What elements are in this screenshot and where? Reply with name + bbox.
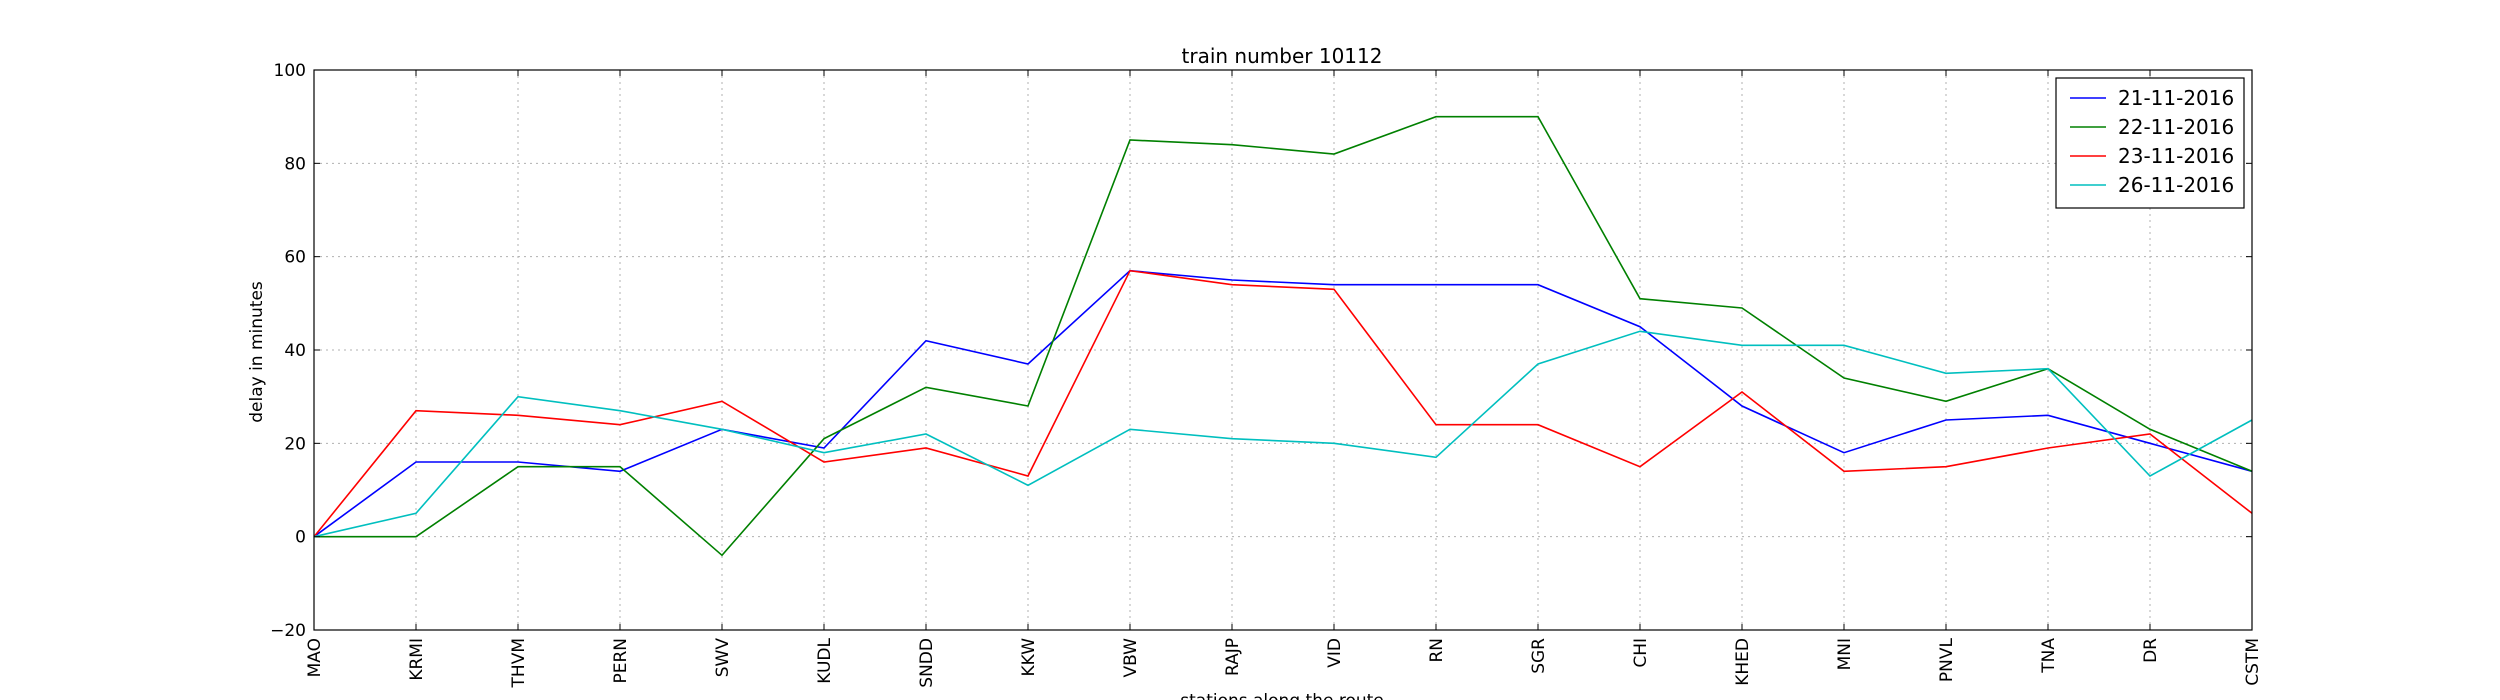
- legend-box: [2055, 77, 2245, 209]
- x-tick-label: VID: [1325, 638, 1345, 668]
- legend-entry: 26-11-2016: [2118, 173, 2234, 197]
- plot-area: [313, 69, 2253, 631]
- x-tick-label: TNA: [2039, 638, 2059, 674]
- x-tick-label: CSTM: [2243, 638, 2263, 686]
- x-tick-label: PNVL: [1937, 637, 1957, 682]
- y-tick-label: −20: [270, 621, 306, 641]
- series-line-26-11-2016: [313, 330, 2253, 538]
- x-tick-label: PERN: [611, 638, 631, 684]
- series-line-22-11-2016: [314, 115, 2253, 557]
- y-tick-label: 0: [295, 528, 306, 548]
- y-tick-label: 40: [284, 341, 306, 361]
- y-tick-label: 100: [274, 61, 306, 81]
- y-tick-label: 80: [284, 154, 306, 174]
- x-tick-label: RN: [1427, 638, 1447, 663]
- chart-title: train number 10112: [1182, 44, 1383, 68]
- series-line-23-11-2016: [313, 269, 2253, 538]
- y-tick-label: 60: [284, 248, 306, 268]
- y-axis: −20 0 20 40 60 80 100: [270, 61, 2252, 641]
- y-tick-label: 20: [284, 434, 306, 454]
- x-axis-label: stations along the route: [1180, 691, 1384, 700]
- x-tick-label: KKW: [1019, 638, 1039, 677]
- x-tick-label: VBW: [1121, 638, 1141, 678]
- x-tick-label: MAO: [305, 638, 325, 677]
- x-axis: MAO KRMI THVM PERN SWV KUDL SNDD KKW VBW RAJP VID R…: [305, 70, 2263, 688]
- x-tick-label: MNI: [1835, 638, 1855, 670]
- x-tick-label: KRMI: [407, 638, 427, 681]
- series-line-21-11-2016: [313, 269, 2253, 538]
- legend-entry: 22-11-2016: [2118, 115, 2234, 139]
- legend: 21-11-2016 22-11-2016 23-11-2016 26-11-2016: [2055, 77, 2245, 209]
- x-tick-label: KUDL: [815, 637, 835, 683]
- x-tick-label: CHI: [1631, 638, 1651, 668]
- series-layer: [313, 115, 2253, 557]
- y-axis-label: delay in minutes: [247, 281, 267, 423]
- legend-entry: 23-11-2016: [2118, 144, 2234, 168]
- x-tick-label: SWV: [713, 638, 733, 678]
- x-tick-label: RAJP: [1223, 638, 1243, 676]
- x-tick-label: SGR: [1529, 638, 1549, 674]
- x-tick-label: THVM: [509, 638, 529, 688]
- x-tick-label: KHED: [1733, 638, 1753, 686]
- legend-entry: 21-11-2016: [2118, 86, 2234, 110]
- x-tick-label: SNDD: [917, 638, 937, 688]
- grid: [314, 70, 2252, 630]
- x-tick-label: DR: [2141, 638, 2161, 663]
